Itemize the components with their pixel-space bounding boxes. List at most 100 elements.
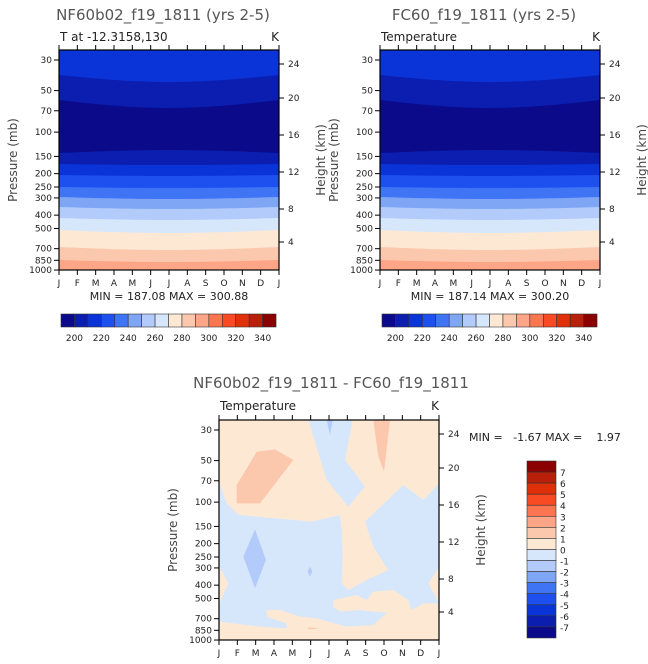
contour-region: [308, 420, 365, 507]
x-tick-label: O: [541, 279, 548, 289]
colorbar-box: [87, 313, 102, 328]
x-tick-label: A: [111, 279, 118, 289]
colorbar-box: [489, 313, 504, 328]
colorbar-box: [526, 482, 557, 495]
x-tick-label: J: [277, 279, 281, 289]
contour-region: [236, 449, 294, 504]
y2-tick-label: 8: [288, 205, 294, 215]
x-tick-label: J: [488, 279, 492, 289]
colorbar-label: 240: [441, 334, 458, 344]
colorbar-label: -1: [560, 558, 569, 568]
colorbar-label: 220: [93, 334, 110, 344]
colorbar-box: [542, 313, 558, 328]
colorbar-label: 260: [146, 334, 163, 344]
x-tick-label: D: [257, 279, 264, 289]
x-tick-label: N: [560, 279, 567, 289]
contour-region: [308, 627, 320, 630]
colorbar-box: [583, 313, 598, 328]
colorbar-box: [556, 313, 571, 328]
x-tick-label: D: [417, 649, 424, 659]
x-tick-label: J: [469, 279, 473, 289]
y-tick-label: 150: [356, 152, 373, 162]
y-axis-label: Pressure (mb): [6, 118, 20, 202]
colorbar-box: [526, 560, 557, 572]
y2-tick-label: 20: [609, 94, 621, 104]
colorbar-box: [526, 604, 557, 617]
colorbar-box: [526, 582, 557, 595]
colorbar-label: 3: [560, 513, 566, 523]
y-tick-label: 300: [195, 564, 212, 574]
y-tick-label: 50: [41, 87, 53, 97]
y2-tick-label: 4: [609, 238, 615, 248]
y2-axis-label: Height (km): [635, 124, 648, 195]
x-tick-label: F: [75, 279, 80, 289]
colorbar-box: [526, 493, 557, 506]
contour-region: [428, 566, 440, 604]
colorbar-box: [526, 460, 557, 473]
colorbar-box: [435, 313, 450, 328]
colorbar-box: [154, 313, 169, 328]
y-tick-label: 700: [356, 245, 373, 255]
x-tick-label: M: [128, 279, 136, 289]
units-label: K: [431, 399, 440, 413]
colorbar-box: [422, 313, 437, 328]
colorbar-label: 320: [548, 334, 565, 344]
colorbar-box: [101, 313, 116, 328]
y-tick-label: 200: [356, 170, 373, 180]
colorbar-label: 0: [560, 546, 566, 556]
colorbar-box: [195, 313, 210, 328]
plot-subtitle: Temperature: [380, 30, 457, 44]
contour-region: [326, 420, 333, 435]
y-tick-label: 70: [362, 107, 374, 117]
x-tick-label: J: [437, 649, 441, 659]
colorbar-box: [221, 313, 237, 328]
colorbar-box: [462, 313, 477, 328]
x-tick-label: D: [578, 279, 585, 289]
colorbar-box: [168, 313, 183, 328]
y2-tick-label: 20: [288, 94, 300, 104]
x-tick-label: F: [235, 649, 240, 659]
y-tick-label: 400: [35, 211, 52, 221]
colorbar-label: 300: [200, 334, 217, 344]
colorbar-label: -3: [560, 580, 569, 590]
y2-tick-label: 20: [448, 464, 460, 474]
colorbar-label: 220: [414, 334, 431, 344]
plot-difference: NF60b02_f19_1811 - FC60_f19_1811 Tempera…: [166, 374, 621, 659]
y-tick-label: 1000: [350, 266, 373, 276]
y-tick-label: 300: [35, 194, 52, 204]
colorbar-box: [529, 313, 544, 328]
x-tick-label: A: [184, 279, 191, 289]
contour-region: [373, 420, 390, 472]
contour-region: [307, 566, 313, 577]
y-tick-label: 200: [35, 170, 52, 180]
y-tick-label: 150: [195, 522, 212, 532]
colorbar-box: [74, 313, 89, 328]
min-max-text: MIN = 187.08 MAX = 300.88: [90, 290, 248, 303]
y-tick-label: 1000: [29, 266, 52, 276]
y-tick-label: 1000: [189, 636, 212, 646]
colorbar-label: 260: [467, 334, 484, 344]
colorbar-box: [181, 313, 196, 328]
x-tick-label: A: [505, 279, 512, 289]
x-tick-label: S: [363, 649, 369, 659]
y-tick-label: 700: [195, 615, 212, 625]
x-tick-label: N: [239, 279, 246, 289]
colorbar-box: [526, 626, 557, 639]
colorbar-box: [262, 313, 277, 328]
colorbar-label: 6: [560, 480, 566, 490]
y-axis-label: Pressure (mb): [166, 488, 180, 572]
y2-tick-label: 12: [448, 538, 459, 548]
x-tick-label: O: [220, 279, 227, 289]
x-tick-label: J: [308, 649, 312, 659]
colorbar-box: [526, 615, 557, 628]
colorbar-box: [408, 313, 423, 328]
colorbar-box: [569, 313, 584, 328]
x-tick-label: M: [288, 649, 296, 659]
plot-title: NF60b02_f19_1811 (yrs 2-5): [56, 6, 270, 25]
contour-region: [219, 566, 229, 604]
colorbar-box: [526, 538, 557, 550]
plot-subtitle: Temperature: [219, 399, 296, 413]
y2-tick-label: 16: [609, 131, 621, 141]
colorbar-box: [381, 313, 396, 328]
colorbar-label: 280: [173, 334, 190, 344]
